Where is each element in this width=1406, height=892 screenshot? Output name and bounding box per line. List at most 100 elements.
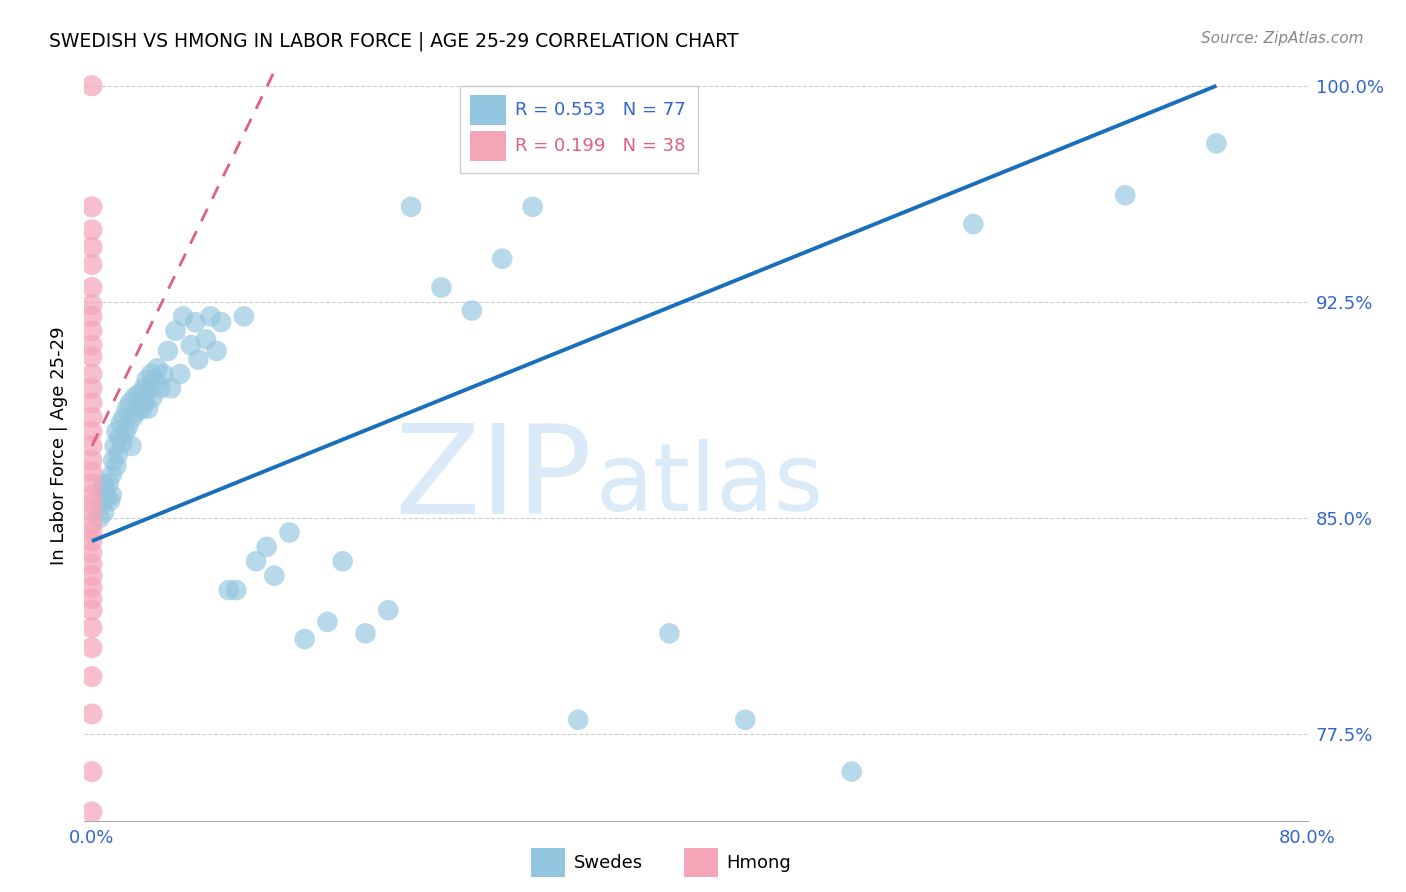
Point — [169, 367, 191, 381]
Point — [209, 315, 232, 329]
Point — [80, 497, 103, 511]
Point — [93, 476, 115, 491]
Point — [149, 381, 172, 395]
Point — [124, 390, 146, 404]
Point — [136, 401, 159, 416]
Point — [80, 223, 103, 237]
Point — [658, 626, 681, 640]
Point — [225, 583, 247, 598]
Point — [245, 554, 267, 568]
Point — [80, 381, 103, 395]
Point — [80, 280, 103, 294]
Point — [184, 315, 207, 329]
Point — [232, 310, 254, 324]
Point — [80, 310, 103, 324]
Point — [100, 488, 122, 502]
Point — [114, 425, 136, 439]
Point — [108, 430, 131, 444]
Point — [80, 200, 103, 214]
FancyBboxPatch shape — [470, 95, 506, 125]
Point — [80, 78, 103, 93]
Point — [165, 324, 187, 338]
Point — [1114, 188, 1136, 202]
Point — [105, 425, 128, 439]
Point — [146, 361, 169, 376]
Point — [132, 381, 155, 395]
Point — [105, 459, 128, 474]
Point — [1205, 136, 1227, 151]
Text: SWEDISH VS HMONG IN LABOR FORCE | AGE 25-29 CORRELATION CHART: SWEDISH VS HMONG IN LABOR FORCE | AGE 25… — [49, 31, 738, 51]
Point — [80, 453, 103, 467]
Point — [110, 416, 132, 430]
Point — [80, 465, 103, 479]
Point — [103, 453, 125, 467]
Y-axis label: In Labor Force | Age 25-29: In Labor Force | Age 25-29 — [51, 326, 69, 566]
Point — [80, 324, 103, 338]
Point — [128, 387, 150, 401]
Point — [80, 640, 103, 655]
Point — [354, 626, 377, 640]
FancyBboxPatch shape — [683, 848, 718, 877]
Point — [107, 448, 129, 462]
Point — [145, 373, 167, 387]
Point — [138, 381, 160, 395]
Point — [80, 669, 103, 683]
Point — [332, 554, 354, 568]
Point — [80, 516, 103, 531]
Text: ZIP: ZIP — [394, 419, 592, 541]
FancyBboxPatch shape — [460, 87, 699, 172]
Point — [263, 568, 285, 582]
Text: atlas: atlas — [596, 439, 824, 531]
Point — [93, 505, 115, 519]
Point — [80, 591, 103, 606]
Text: R = 0.553   N = 77: R = 0.553 N = 77 — [515, 102, 686, 120]
Point — [80, 621, 103, 635]
Point — [80, 298, 103, 312]
Point — [399, 200, 422, 214]
Point — [841, 764, 863, 779]
Point — [316, 615, 339, 629]
Point — [80, 546, 103, 560]
Point — [117, 418, 139, 433]
Point — [205, 343, 228, 358]
Point — [160, 381, 183, 395]
Point — [200, 310, 222, 324]
Point — [962, 217, 984, 231]
Point — [142, 390, 165, 404]
Text: Source: ZipAtlas.com: Source: ZipAtlas.com — [1201, 31, 1364, 46]
Point — [734, 713, 756, 727]
Point — [96, 491, 118, 505]
Text: Swedes: Swedes — [574, 854, 643, 871]
Point — [80, 367, 103, 381]
Point — [80, 603, 103, 617]
Point — [180, 338, 202, 352]
Point — [104, 439, 127, 453]
Point — [294, 632, 316, 646]
Point — [567, 713, 589, 727]
Point — [377, 603, 399, 617]
FancyBboxPatch shape — [470, 131, 506, 161]
Point — [80, 488, 103, 502]
Point — [94, 488, 117, 502]
Point — [218, 583, 240, 598]
Point — [135, 373, 157, 387]
Point — [80, 410, 103, 425]
Point — [256, 540, 278, 554]
Point — [121, 439, 143, 453]
Point — [156, 343, 179, 358]
Point — [98, 493, 121, 508]
Point — [80, 257, 103, 271]
Point — [80, 240, 103, 254]
Point — [127, 404, 149, 418]
Point — [80, 338, 103, 352]
Point — [522, 200, 544, 214]
Point — [172, 310, 194, 324]
Point — [80, 580, 103, 594]
Point — [122, 410, 145, 425]
Text: R = 0.199   N = 38: R = 0.199 N = 38 — [515, 137, 686, 155]
Point — [80, 505, 103, 519]
Point — [152, 367, 174, 381]
Point — [111, 436, 134, 450]
Point — [100, 467, 122, 482]
Point — [112, 410, 135, 425]
